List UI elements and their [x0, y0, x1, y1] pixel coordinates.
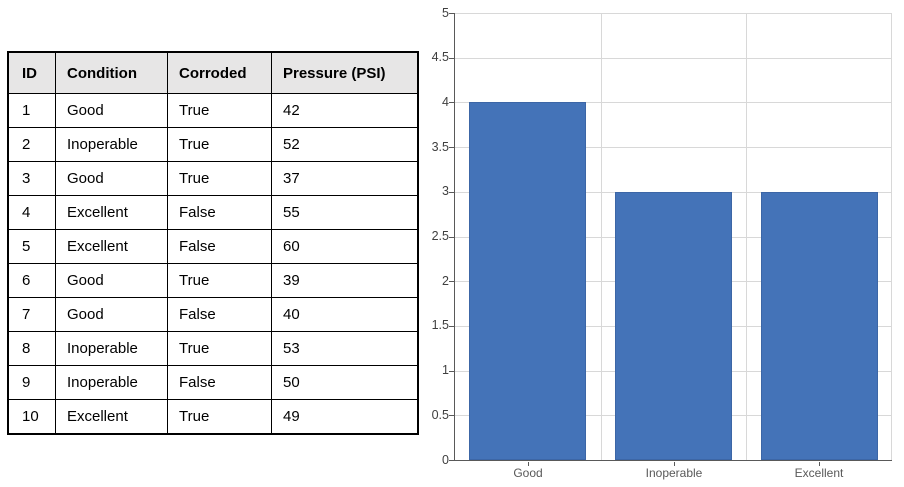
table-header-row: ID Condition Corroded Pressure (PSI) — [7, 51, 419, 94]
chart-plot-area — [453, 13, 892, 461]
table-cell: 7 — [7, 297, 56, 332]
table-cell: True — [167, 93, 272, 128]
y-axis-label: 3 — [442, 184, 449, 198]
column-header: ID — [7, 51, 56, 94]
table-cell: True — [167, 331, 272, 366]
pipe-data-table: ID Condition Corroded Pressure (PSI) 1 Good T… — [7, 51, 419, 435]
bar-good — [468, 102, 586, 460]
y-axis-tick — [449, 58, 455, 59]
table-cell: 39 — [271, 263, 419, 298]
y-axis-label: 1.5 — [431, 318, 449, 332]
y-axis-tick — [449, 415, 455, 416]
y-axis-tick — [449, 237, 455, 238]
bar-inoperable — [614, 192, 732, 460]
table-row: 2 Inoperable True 52 — [7, 127, 419, 162]
table-cell: 8 — [7, 331, 56, 366]
table-cell: 10 — [7, 399, 56, 435]
bar-excellent — [760, 192, 878, 460]
y-axis-label: 2 — [442, 274, 449, 288]
table-cell: 42 — [271, 93, 419, 128]
y-axis-tick — [449, 326, 455, 327]
x-axis-label: Good — [513, 466, 543, 480]
y-axis-tick — [449, 460, 455, 461]
table-cell: Excellent — [55, 399, 168, 435]
y-axis-tick — [449, 371, 455, 372]
table-cell: 37 — [271, 161, 419, 196]
y-axis-label: 0.5 — [431, 408, 449, 422]
y-axis-tick — [449, 147, 455, 148]
table-cell: 50 — [271, 365, 419, 400]
bar-chart: 0 0.5 1 1.5 2 2.5 3 3.5 4 4.5 5 Good Inoperable Excel… — [424, 0, 904, 487]
y-axis-tick — [449, 192, 455, 193]
table-cell: 9 — [7, 365, 56, 400]
table-cell: Inoperable — [55, 127, 168, 162]
y-axis-label: 2.5 — [431, 229, 449, 243]
table-row: 5 Excellent False 60 — [7, 229, 419, 264]
x-axis-tick — [819, 461, 820, 466]
table-cell: 55 — [271, 195, 419, 230]
y-axis-label: 0 — [442, 453, 449, 467]
column-header: Condition — [55, 51, 168, 94]
vertical-gridline — [600, 13, 602, 460]
y-axis-label: 4.5 — [431, 50, 449, 64]
table-cell: False — [167, 195, 272, 230]
vertical-gridline — [890, 13, 892, 460]
table-cell: True — [167, 399, 272, 435]
y-axis-tick — [449, 102, 455, 103]
y-axis-label: 4 — [442, 95, 449, 109]
table-cell: Excellent — [55, 195, 168, 230]
table-row: 6 Good True 39 — [7, 263, 419, 298]
horizontal-gridline — [454, 102, 892, 104]
y-axis-label: 1 — [442, 363, 449, 377]
table-cell: 49 — [271, 399, 419, 435]
table-cell: False — [167, 229, 272, 264]
table-cell: 4 — [7, 195, 56, 230]
table-body: 1 Good True 42 2 Inoperable True 52 3 Good True 37 4… — [7, 93, 419, 435]
column-header: Pressure (PSI) — [271, 51, 419, 94]
table-cell: False — [167, 365, 272, 400]
table-cell: True — [167, 161, 272, 196]
table-cell: Good — [55, 93, 168, 128]
x-axis-tick — [674, 461, 675, 466]
y-axis-label: 3.5 — [431, 140, 449, 154]
table-cell: 60 — [271, 229, 419, 264]
table-cell: 53 — [271, 331, 419, 366]
y-axis-tick — [449, 13, 455, 14]
table-cell: 2 — [7, 127, 56, 162]
table-cell: Excellent — [55, 229, 168, 264]
table-cell: 40 — [271, 297, 419, 332]
y-axis-tick — [449, 281, 455, 282]
table-cell: 52 — [271, 127, 419, 162]
table-cell: Good — [55, 263, 168, 298]
table-row: 10 Excellent True 49 — [7, 399, 419, 435]
table-row: 8 Inoperable True 53 — [7, 331, 419, 366]
table-cell: Inoperable — [55, 365, 168, 400]
table-row: 4 Excellent False 55 — [7, 195, 419, 230]
table-cell: 3 — [7, 161, 56, 196]
table-cell: 5 — [7, 229, 56, 264]
table-cell: True — [167, 127, 272, 162]
table-row: 7 Good False 40 — [7, 297, 419, 332]
table-header: ID Condition Corroded Pressure (PSI) — [7, 51, 419, 94]
horizontal-gridline — [454, 147, 892, 149]
table-cell: Good — [55, 161, 168, 196]
x-axis-label: Excellent — [794, 466, 844, 480]
vertical-gridline — [745, 13, 747, 460]
table-cell: True — [167, 263, 272, 298]
column-header: Corroded — [167, 51, 272, 94]
x-axis-tick — [528, 461, 529, 466]
x-axis-label: Inoperable — [645, 466, 703, 480]
horizontal-gridline — [454, 13, 892, 14]
table-row: 1 Good True 42 — [7, 93, 419, 128]
horizontal-gridline — [454, 57, 892, 59]
table-row: 3 Good True 37 — [7, 161, 419, 196]
table-row: 9 Inoperable False 50 — [7, 365, 419, 400]
table-cell: Good — [55, 297, 168, 332]
y-axis-label: 5 — [442, 6, 449, 20]
table-cell: 1 — [7, 93, 56, 128]
table-cell: False — [167, 297, 272, 332]
table-cell: 6 — [7, 263, 56, 298]
table-cell: Inoperable — [55, 331, 168, 366]
